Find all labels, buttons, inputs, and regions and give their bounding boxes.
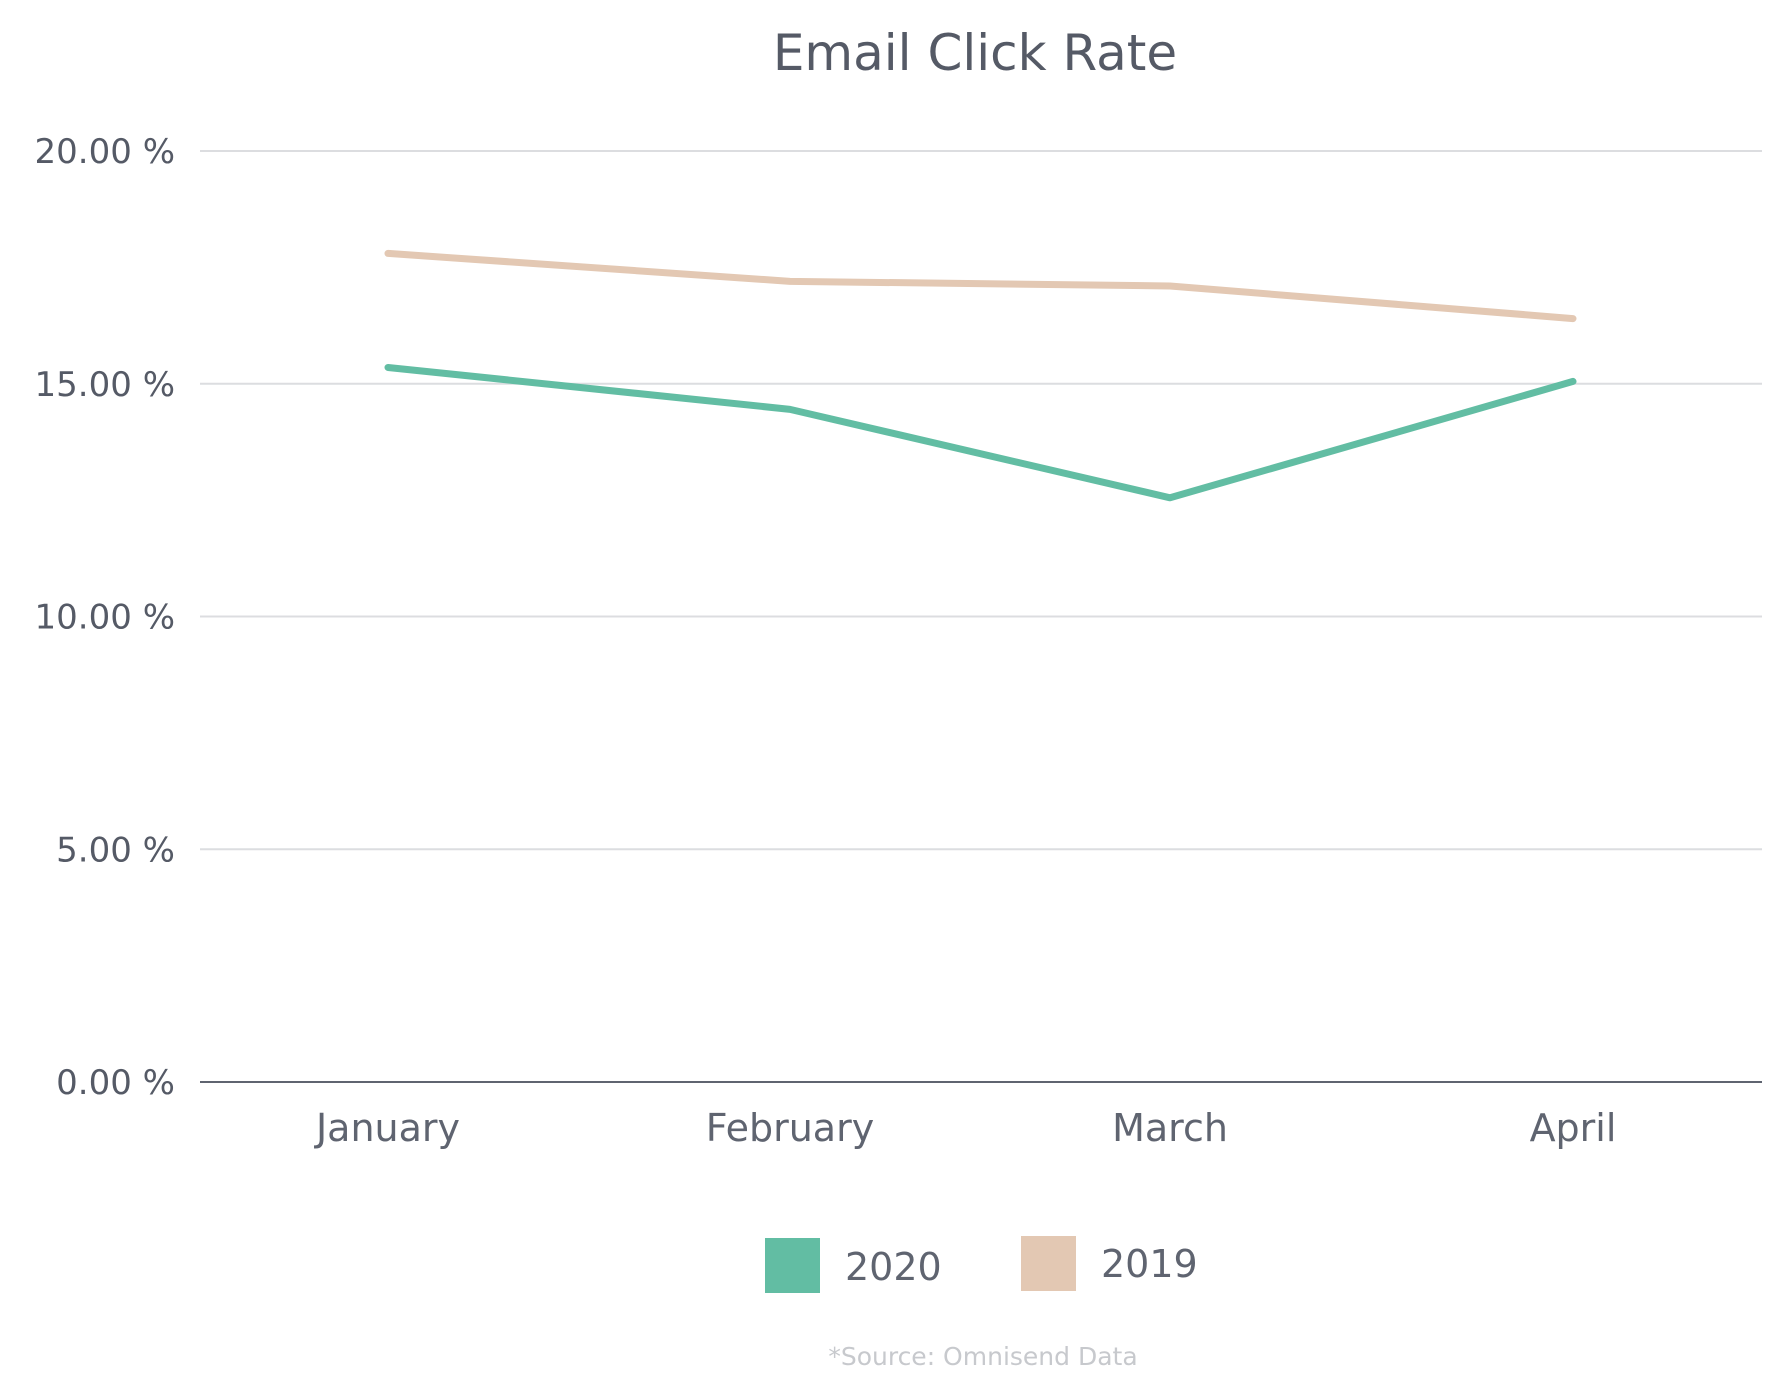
- y-tick-label: 0.00 %: [56, 1063, 175, 1103]
- series-lines: [384, 249, 1577, 502]
- x-tick-label: March: [1112, 1106, 1228, 1150]
- y-tick-label: 15.00 %: [35, 365, 175, 405]
- legend-swatch-2020: [765, 1238, 820, 1293]
- y-axis-ticks: 0.00 % 5.00 % 10.00 % 15.00 % 20.00 %: [35, 132, 175, 1103]
- legend: 2020 2019: [765, 1236, 1198, 1293]
- x-tick-label: April: [1530, 1106, 1617, 1150]
- series-line-2020: [384, 363, 1577, 502]
- x-tick-label: January: [314, 1106, 460, 1150]
- legend-swatch-2019: [1021, 1236, 1076, 1291]
- y-tick-label: 20.00 %: [35, 132, 175, 172]
- y-tick-label: 5.00 %: [56, 830, 175, 870]
- source-note: *Source: Omnisend Data: [828, 1342, 1137, 1371]
- grid: [200, 150, 1762, 1083]
- chart-title: Email Click Rate: [773, 24, 1177, 82]
- legend-label-2020: 2020: [845, 1245, 942, 1289]
- legend-label-2019: 2019: [1101, 1242, 1198, 1286]
- series-line-2019: [384, 249, 1577, 323]
- y-tick-label: 10.00 %: [35, 598, 175, 638]
- x-axis-ticks: January February March April: [314, 1106, 1616, 1150]
- x-tick-label: February: [706, 1106, 874, 1150]
